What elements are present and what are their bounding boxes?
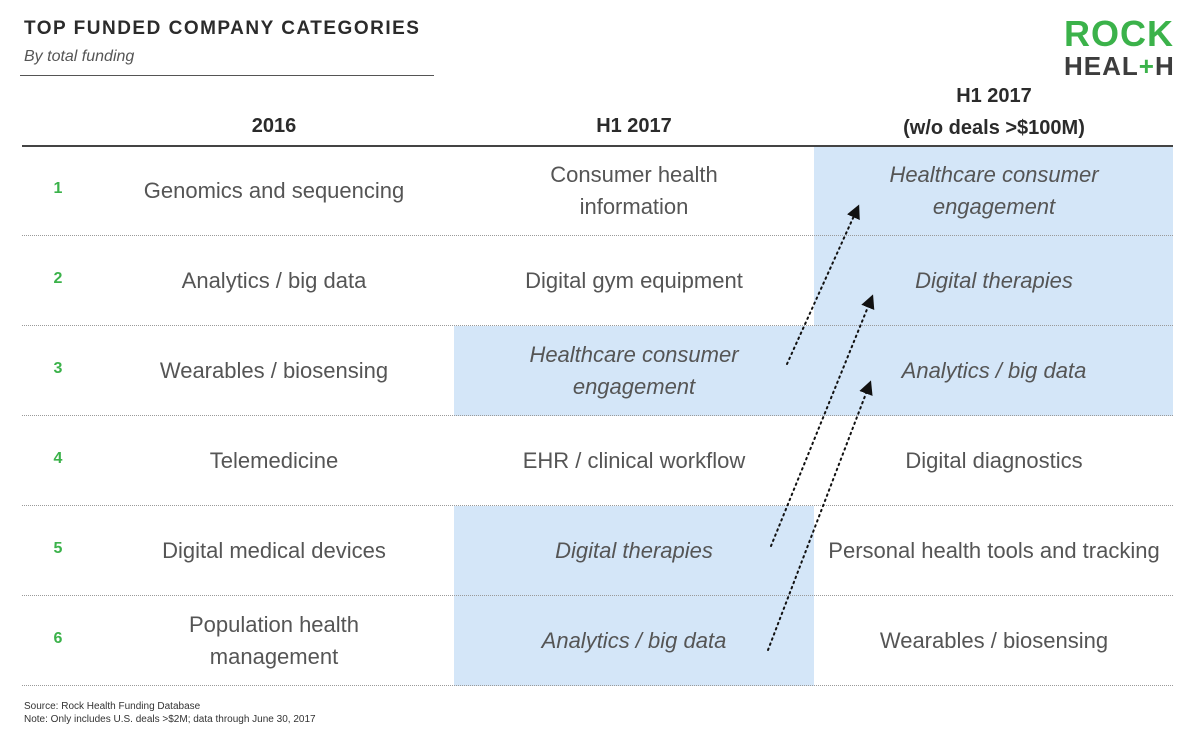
table-cell-col-h1-2017: Consumer health information (550, 162, 718, 219)
row-divider (22, 415, 1173, 416)
footer-note: Note: Only includes U.S. deals >$2M; dat… (24, 714, 316, 725)
column-header-2016: 2016 (94, 110, 454, 142)
rank-label: 4 (53, 450, 63, 467)
rank-label: 2 (53, 270, 63, 287)
table-cell-col-h1-2017: Digital gym equipment (525, 268, 743, 293)
table-cell-col-h1-2017-adjusted: Wearables / biosensing (879, 628, 1109, 653)
row-divider (22, 595, 1173, 596)
column-header-h1-2017: H1 2017 (454, 110, 814, 142)
logo-text-health: HEAL+H (1064, 53, 1175, 79)
rank-label: 1 (53, 180, 63, 197)
logo-health-part1: HEAL (1064, 51, 1139, 81)
table-cell-col-2016: Analytics / big data (181, 268, 367, 293)
logo-text-rock: ROCK (1064, 13, 1174, 54)
table-cell-col-2016: Digital medical devices (162, 538, 386, 563)
table-cell-col-h1-2017-adjusted: Analytics / big data (901, 358, 1087, 383)
rank-shift-arrow (770, 294, 875, 547)
footer-source: Source: Rock Health Funding Database (24, 701, 201, 712)
column-header-h1-2017-adjusted: H1 2017 (w/o deals >$100M) (814, 80, 1174, 144)
row-divider (22, 505, 1173, 506)
table-cell-col-h1-2017: EHR / clinical workflow (522, 448, 746, 473)
row-divider (22, 235, 1173, 236)
column-header-2016-line1: 2016 (251, 115, 297, 137)
table-cell-col-h1-2017: Healthcare consumer engagement (529, 342, 739, 399)
table-cell-col-h1-2017-adjusted: Personal health tools and tracking (828, 538, 1160, 563)
table-cell-col-h1-2017-adjusted: Digital therapies (915, 268, 1073, 293)
table-cell-col-2016: Population health management (188, 612, 360, 669)
rank-label: 6 (53, 630, 63, 647)
rank-label: 5 (53, 540, 63, 557)
column-header-adjusted-line2: (w/o deals >$100M) (903, 117, 1085, 139)
table-cell-col-2016: Wearables / biosensing (159, 358, 389, 383)
highlight-col2-row3 (454, 326, 814, 416)
rank-shift-arrow (786, 204, 860, 365)
chart-subtitle: By total funding (24, 48, 135, 65)
rock-health-logo: ROCK HEAL+H (1064, 13, 1176, 80)
title-divider (20, 75, 434, 76)
logo-plus-icon: + (1138, 51, 1155, 81)
logo-health-part2: H (1154, 51, 1175, 81)
chart-title: TOP FUNDED COMPANY CATEGORIES (24, 18, 421, 39)
table-cell-col-h1-2017: Analytics / big data (541, 628, 727, 653)
rank-label: 3 (53, 360, 63, 377)
table-cell-col-2016: Telemedicine (209, 448, 339, 473)
column-header-h1-2017-line1: H1 2017 (596, 115, 672, 137)
rank-shift-arrow (767, 380, 873, 651)
row-divider (22, 325, 1173, 326)
table-cell-col-h1-2017-adjusted: Healthcare consumer engagement (889, 162, 1099, 219)
highlight-col3-rows1-3 (814, 146, 1173, 416)
highlight-col2-rows5-6 (454, 506, 814, 686)
table-cell-col-h1-2017-adjusted: Digital diagnostics (905, 448, 1083, 473)
table-cell-col-h1-2017: Digital therapies (555, 538, 713, 563)
column-header-adjusted-line1: H1 2017 (956, 85, 1032, 107)
header-divider (22, 145, 1173, 147)
table-cell-col-2016: Genomics and sequencing (143, 178, 405, 203)
row-divider (22, 685, 1173, 686)
